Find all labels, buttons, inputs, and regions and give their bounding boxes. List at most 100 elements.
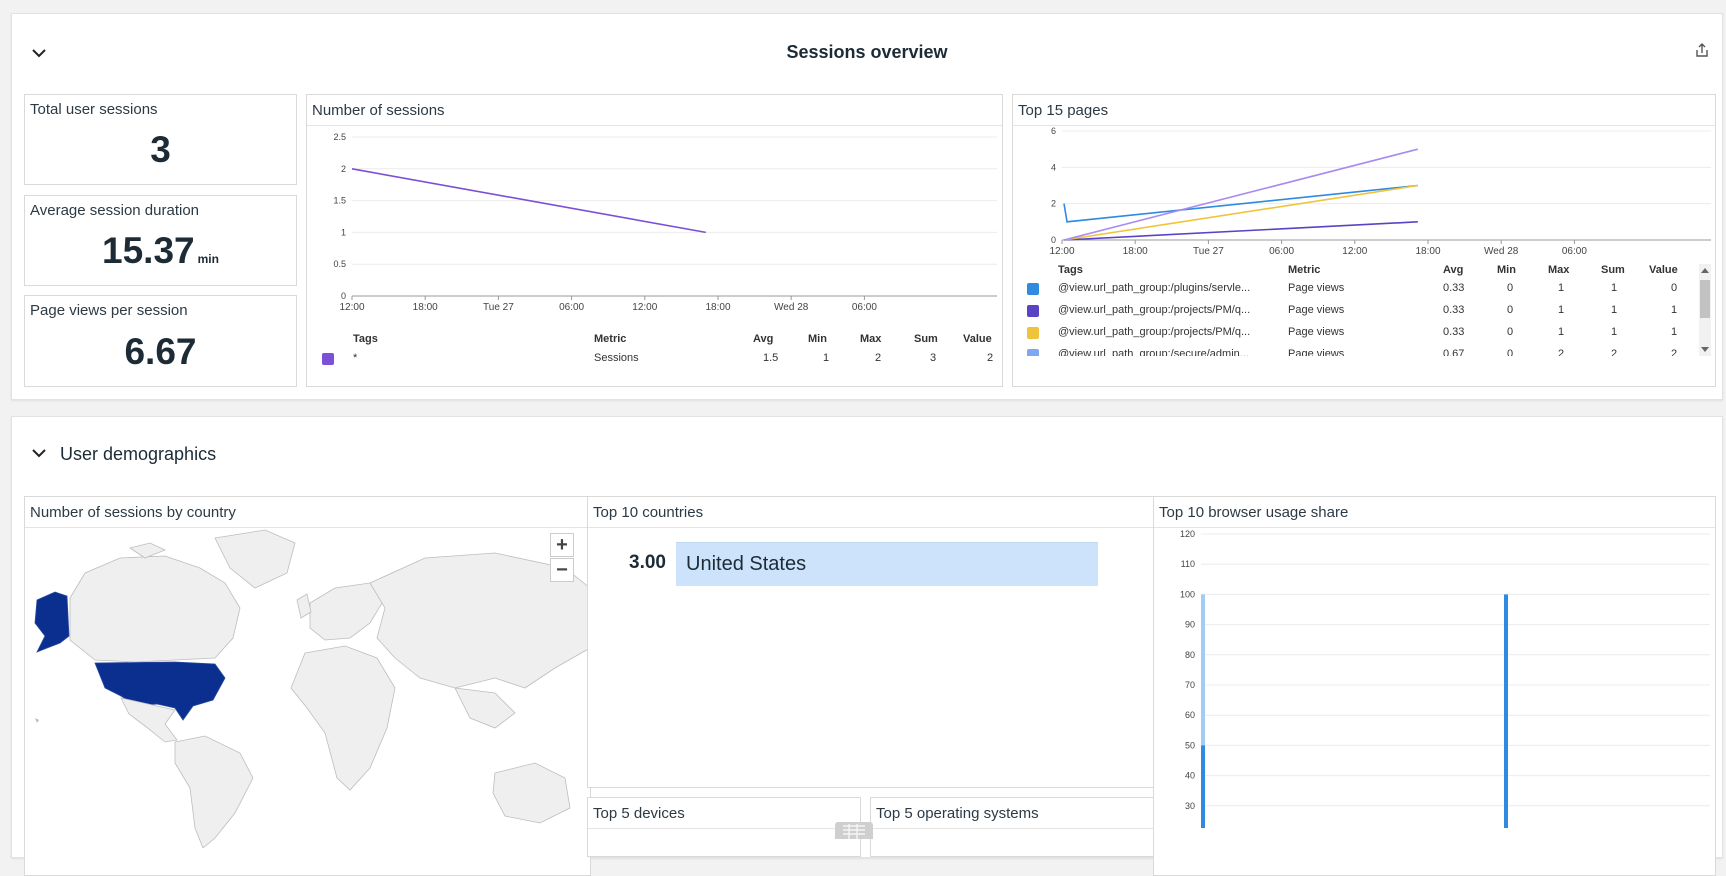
top-devices-widget[interactable]: Top 5 devices <box>587 797 861 857</box>
x-tick-label: Wed 28 <box>1484 246 1519 257</box>
bar <box>1504 594 1508 828</box>
series-line <box>1063 184 1418 223</box>
sessions-line-chart: 0 0.5 1 1.5 2 2.5 12:00 18:00 Tue 27 06:00 12:00 18… <box>333 132 997 311</box>
collapse-chevron-icon[interactable] <box>28 442 50 464</box>
table-view-icon[interactable] <box>835 822 873 839</box>
country-value: 3.00 <box>629 552 666 573</box>
y-tick-label: 40 <box>1185 771 1195 781</box>
x-tick-label: Wed 28 <box>774 302 809 311</box>
y-tick-label: 60 <box>1185 710 1195 720</box>
collapse-chevron-icon[interactable] <box>28 42 50 64</box>
x-tick-label: 06:00 <box>1269 246 1294 257</box>
user-demographics-section: User demographics Number of sessions by … <box>11 416 1723 876</box>
kpi-value: 3 <box>150 129 171 170</box>
kpi-avg-session-duration[interactable]: Average session duration 15.37 min <box>24 195 297 286</box>
x-tick-label: 06:00 <box>559 302 584 311</box>
series-line <box>1063 148 1418 241</box>
legend-row[interactable]: * Sessions 1.5 1 2 3 2 <box>307 352 1002 372</box>
x-tick-label: 06:00 <box>1562 246 1587 257</box>
country-row[interactable]: 3.00 United States <box>608 542 1098 586</box>
section-title: User demographics <box>60 444 217 464</box>
y-tick-label: 0.5 <box>333 259 346 269</box>
canada-shape <box>69 555 241 663</box>
legend-header: Tags Metric Avg Min Max Sum Value <box>353 333 992 345</box>
legend-row[interactable]: @view.url_path_group:/projects/PM/q... P… <box>1013 326 1693 346</box>
kpi-title: Page views per session <box>30 302 188 319</box>
world-map[interactable] <box>25 528 590 848</box>
legend-row[interactable]: @view.url_path_group:/projects/PM/q... P… <box>1013 304 1693 324</box>
scroll-up-icon[interactable] <box>1701 267 1709 273</box>
kpi-value: 15.37 min <box>102 230 219 271</box>
alaska-shape <box>34 591 70 653</box>
legend-header: Tags Metric Avg Min Max Sum Value <box>1058 264 1678 276</box>
widget-title: Top 5 devices <box>588 798 860 829</box>
section-title: Sessions overview <box>786 42 948 62</box>
y-tick-label: 100 <box>1180 589 1195 599</box>
widget-title: Number of sessions <box>307 95 1002 126</box>
kpi-total-sessions[interactable]: Total user sessions 3 <box>24 94 297 185</box>
x-tick-label: 12:00 <box>1342 246 1367 257</box>
y-tick-label: 30 <box>1185 801 1195 811</box>
y-tick-label: 70 <box>1185 680 1195 690</box>
y-tick-label: 2.5 <box>333 132 346 142</box>
zoom-in-button[interactable]: + <box>550 533 574 557</box>
kpi-page-views-per-session[interactable]: Page views per session 6.67 <box>24 295 297 387</box>
pages-line-chart: 0 2 4 6 12:00 18:00 Tue 27 06:00 12:00 18:00 Wed 2… <box>1049 126 1711 257</box>
x-tick-label: 12:00 <box>1049 246 1074 257</box>
top-pages-widget[interactable]: Top 15 pages 0 2 4 6 12:00 18:00 Tue 27 06:00 12… <box>1012 94 1716 387</box>
x-tick-label: 06:00 <box>852 302 877 311</box>
y-tick-label: 110 <box>1181 559 1195 569</box>
legend-swatch <box>1027 283 1039 295</box>
x-tick-label: Tue 27 <box>483 302 514 311</box>
zoom-out-button[interactable]: − <box>550 558 574 582</box>
kpi-value: 6.67 <box>124 331 197 372</box>
legend-scrollbar[interactable] <box>1699 264 1711 356</box>
country-bar: United States <box>676 542 1098 586</box>
top-countries-widget[interactable]: Top 10 countries 3.00 United States <box>587 496 1156 788</box>
browser-bar-chart: 2030405060708090100110120 <box>1180 529 1710 828</box>
legend-row[interactable]: @view.url_path_group:/secure/admin... Pa… <box>1013 348 1693 356</box>
browser-share-widget[interactable]: Top 10 browser usage share 2030405060708… <box>1153 496 1716 876</box>
united-states-shape <box>94 661 226 721</box>
country-name: United States <box>686 553 807 575</box>
share-icon[interactable] <box>1694 42 1710 58</box>
greenland-shape <box>214 529 296 589</box>
series-line <box>1063 221 1418 241</box>
widget-title: Top 10 countries <box>588 497 1155 528</box>
x-tick-label: 18:00 <box>705 302 730 311</box>
bar <box>1201 745 1205 828</box>
legend-swatch <box>322 353 334 365</box>
y-tick-label: 50 <box>1185 740 1195 750</box>
x-tick-label: 18:00 <box>1123 246 1148 257</box>
x-tick-label: Tue 27 <box>1193 246 1224 257</box>
sessions-legend-table: Tags Metric Avg Min Max Sum Value * Sess… <box>307 333 1002 383</box>
scrollbar-thumb[interactable] <box>1700 280 1710 318</box>
y-tick-label: 2 <box>341 164 346 174</box>
y-tick-label: 80 <box>1185 650 1195 660</box>
top-os-widget[interactable]: Top 5 operating systems <box>870 797 1156 857</box>
y-tick-label: 0 <box>341 291 346 301</box>
y-tick-label: 0 <box>1051 235 1056 245</box>
y-tick-label: 120 <box>1180 529 1195 539</box>
sessions-by-country-map-widget[interactable]: Number of sessions by country <box>24 496 591 876</box>
kpi-title: Total user sessions <box>30 101 158 118</box>
y-tick-label: 4 <box>1051 162 1056 172</box>
legend-row[interactable]: @view.url_path_group:/plugins/servle... … <box>1013 282 1693 302</box>
y-tick-label: 6 <box>1051 126 1056 136</box>
sessions-overview-section: Sessions overview Total user sessions 3 … <box>11 13 1723 400</box>
y-tick-label: 1 <box>341 227 346 237</box>
sessions-chart-widget[interactable]: Number of sessions 0 0.5 1 1.5 2 2.5 12:00 18:0… <box>306 94 1003 387</box>
series-line <box>1063 184 1418 241</box>
x-tick-label: 18:00 <box>413 302 438 311</box>
kpi-unit: min <box>197 252 219 266</box>
y-tick-label: 2 <box>1051 199 1056 209</box>
legend-swatch <box>1027 349 1039 356</box>
legend-swatch <box>1027 327 1039 339</box>
kpi-title: Average session duration <box>30 202 199 219</box>
widget-title: Top 10 browser usage share <box>1154 497 1715 528</box>
scroll-down-icon[interactable] <box>1701 347 1709 353</box>
pages-legend-table: Tags Metric Avg Min Max Sum Value @view.… <box>1013 264 1693 356</box>
widget-title: Top 5 operating systems <box>871 798 1155 829</box>
x-tick-label: 12:00 <box>632 302 657 311</box>
x-tick-label: 12:00 <box>339 302 364 311</box>
